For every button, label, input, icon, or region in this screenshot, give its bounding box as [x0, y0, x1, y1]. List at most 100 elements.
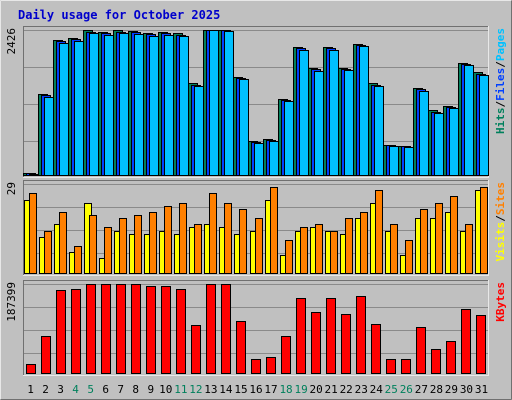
sites-bar-day-18 — [285, 240, 293, 274]
kbytes-bar-day-7 — [116, 284, 126, 374]
legend-item-: / — [494, 215, 507, 222]
pages-bar-day-30 — [464, 65, 474, 176]
kbytes-bar-day-25 — [386, 359, 396, 374]
legend-item-pages: Pages — [494, 28, 507, 61]
kbytes-bar-day-22 — [341, 314, 351, 374]
day-label-24: 24 — [370, 383, 384, 396]
sites-bar-day-12 — [194, 224, 202, 274]
pages-bar-day-2 — [44, 97, 54, 176]
day-label-13: 13 — [204, 383, 217, 396]
sites-bar-day-14 — [224, 203, 232, 274]
kbytes-bar-day-27 — [416, 327, 426, 374]
pages-bar-day-20 — [314, 71, 324, 176]
sites-bar-day-13 — [209, 193, 217, 274]
day-label-10: 10 — [159, 383, 172, 396]
pages-bar-day-31 — [479, 75, 489, 176]
chart-title: Daily usage for October 2025 — [18, 8, 220, 22]
pages-bar-day-3 — [59, 43, 69, 176]
day-label-17: 17 — [264, 383, 277, 396]
legend-item-kbytes: KBytes — [494, 282, 507, 322]
pages-bar-day-27 — [419, 91, 429, 176]
kbytes-bar-day-9 — [146, 286, 156, 374]
panel-max-label: 187399 — [5, 282, 18, 322]
legend-item-files: Files — [494, 68, 507, 101]
sites-bar-day-20 — [315, 224, 323, 274]
day-label-23: 23 — [355, 383, 368, 396]
day-label-7: 7 — [117, 383, 124, 396]
kbytes-bar-day-5 — [86, 284, 96, 374]
day-label-25: 25 — [385, 383, 398, 396]
panel-legend: Hits/Files/Pages — [494, 28, 507, 134]
panel-legend: Visits/Sites — [494, 182, 507, 262]
day-label-15: 15 — [234, 383, 247, 396]
kbytes-bar-day-14 — [221, 284, 231, 374]
pages-bar-day-18 — [284, 101, 294, 176]
kbytes-bar-day-6 — [101, 284, 111, 374]
day-label-26: 26 — [400, 383, 413, 396]
sites-bar-day-29 — [450, 196, 458, 274]
kbytes-bar-day-29 — [446, 341, 456, 374]
pages-bar-day-26 — [404, 147, 414, 176]
pages-bar-day-9 — [149, 36, 159, 176]
sites-bar-day-7 — [119, 218, 127, 274]
day-label-18: 18 — [279, 383, 292, 396]
day-label-12: 12 — [189, 383, 202, 396]
kbytes-bar-day-16 — [251, 359, 261, 374]
day-label-21: 21 — [325, 383, 338, 396]
kbytes-bar-day-31 — [476, 315, 486, 374]
kbytes-bar-day-15 — [236, 321, 246, 374]
day-label-6: 6 — [102, 383, 109, 396]
sites-bar-day-11 — [179, 203, 187, 274]
legend-item-: / — [494, 61, 507, 68]
sites-bar-day-19 — [300, 227, 308, 274]
day-label-29: 29 — [445, 383, 458, 396]
kbytes-bar-day-24 — [371, 324, 381, 374]
sites-bar-day-27 — [420, 209, 428, 274]
panel-max-label: 2426 — [5, 28, 18, 55]
kbytes-bar-day-28 — [431, 349, 441, 374]
kbytes-bar-day-2 — [41, 336, 51, 374]
panel-legend: KBytes — [494, 282, 507, 322]
sites-bar-day-10 — [164, 206, 172, 274]
pages-bar-day-17 — [269, 141, 279, 176]
kbytes-bar-day-23 — [356, 296, 366, 374]
sites-bar-day-25 — [390, 224, 398, 274]
day-label-9: 9 — [147, 383, 154, 396]
kbytes-bar-day-11 — [176, 289, 186, 374]
day-label-16: 16 — [249, 383, 262, 396]
kbytes-bar-day-13 — [206, 284, 216, 374]
day-label-19: 19 — [294, 383, 307, 396]
sites-bar-day-15 — [239, 209, 247, 274]
kbytes-bar-day-17 — [266, 357, 276, 374]
kbytes-bar-day-18 — [281, 336, 291, 374]
kbytes-bar-day-4 — [71, 289, 81, 374]
sites-bar-day-6 — [104, 227, 112, 274]
sites-bar-day-26 — [405, 240, 413, 274]
kbytes-bar-day-20 — [311, 312, 321, 374]
legend-item-: / — [494, 101, 507, 108]
day-label-30: 30 — [460, 383, 473, 396]
pages-bar-day-29 — [449, 108, 459, 176]
pages-bar-day-24 — [374, 86, 384, 176]
pages-bar-day-5 — [89, 33, 99, 176]
pages-bar-day-25 — [389, 146, 399, 176]
day-label-22: 22 — [340, 383, 353, 396]
sites-bar-day-5 — [89, 215, 97, 274]
pages-bar-day-7 — [119, 33, 129, 176]
pages-bar-day-8 — [134, 34, 144, 176]
kbytes-bar-day-26 — [401, 359, 411, 374]
sites-bar-day-4 — [74, 246, 82, 274]
sites-bar-day-1 — [29, 193, 37, 274]
legend-item-hits: Hits — [494, 108, 507, 135]
day-label-8: 8 — [132, 383, 139, 396]
pages-bar-day-13 — [209, 30, 219, 176]
sites-bar-day-3 — [59, 212, 67, 274]
pages-bar-day-28 — [434, 113, 444, 176]
pages-bar-day-12 — [194, 86, 204, 176]
day-label-5: 5 — [87, 383, 94, 396]
panel-visits-sites: 29 Visits/Sites — [5, 180, 507, 276]
kbytes-bar-day-10 — [161, 286, 171, 374]
sites-bar-day-22 — [345, 218, 353, 274]
